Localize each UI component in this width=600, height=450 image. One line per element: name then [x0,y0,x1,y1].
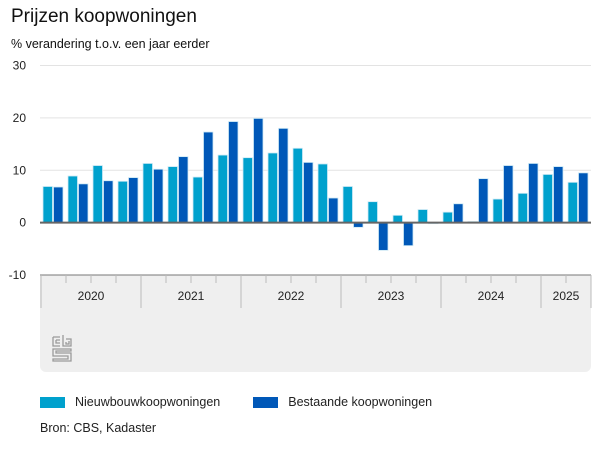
bar-bestaand [228,121,239,224]
legend-item-bestaand: Bestaande koopwoningen [253,395,432,409]
x-tick-label: 2025 [553,289,580,303]
bar-nieuwbouw [367,201,378,224]
bar-nieuwbouw [242,157,253,224]
bar-bestaand [478,178,489,224]
bar-bestaand [178,156,189,224]
y-tick-label: 0 [19,216,26,230]
bar-nieuwbouw [192,176,203,224]
bar-bestaand [103,180,114,224]
y-tick-label: 20 [13,111,27,125]
legend-swatch-nieuwbouw [40,396,65,408]
legend-label-nieuwbouw: Nieuwbouwkoopwoningen [75,395,221,409]
source-note: Bron: CBS, Kadaster [40,421,157,435]
bar-nieuwbouw [567,181,578,224]
cbs-logo-icon [52,335,72,362]
y-axis-ticks: 30 20 10 0 -10 [9,59,27,283]
bar-bestaand [328,197,339,224]
bar-bestaand [128,177,139,224]
x-tick-label: 2021 [178,289,205,303]
legend-item-nieuwbouw: Nieuwbouwkoopwoningen [40,395,220,409]
bar-bestaand [53,186,64,224]
x-tick-label: 2023 [378,289,405,303]
bar-nieuwbouw [492,198,503,224]
legend-label-bestaand: Bestaande koopwoningen [288,395,433,409]
bar-nieuwbouw [442,211,453,224]
bar-bestaand [403,222,414,247]
bar-nieuwbouw [67,175,78,224]
bar-bestaand [153,168,164,224]
bar-nieuwbouw [92,165,103,224]
bar-bestaand [278,127,289,224]
x-tick-label: 2024 [478,289,505,303]
bars [42,117,589,251]
chart-title: Prijzen koopwoningen [11,6,197,27]
bar-nieuwbouw [142,163,153,224]
bar-nieuwbouw [417,209,428,224]
bar-bestaand [503,165,514,224]
bar-bestaand [253,117,264,224]
bar-nieuwbouw [542,174,553,224]
bar-nieuwbouw [267,152,278,224]
bar-nieuwbouw [342,186,353,224]
y-tick-label: -10 [9,268,27,282]
bar-bestaand [578,172,589,224]
bar-bestaand [378,222,389,251]
bar-nieuwbouw [217,154,228,224]
gridlines [40,65,591,171]
bar-bestaand [303,161,314,224]
bar-bestaand [78,183,89,224]
bar-nieuwbouw [392,214,403,224]
bar-nieuwbouw [517,192,528,224]
bar-bestaand [203,131,214,224]
x-axis-panel [40,275,591,372]
x-tick-label: 2022 [278,289,305,303]
bar-nieuwbouw [42,186,53,224]
chart-subtitle: % verandering t.o.v. een jaar eerder [11,37,210,51]
bar-nieuwbouw [117,180,128,224]
bar-nieuwbouw [317,163,328,224]
y-tick-label: 10 [13,163,27,177]
x-axis: 2020 2021 2022 2023 2024 2025 [40,221,592,308]
bar-bestaand [553,166,564,224]
x-tick-label: 2020 [78,289,105,303]
bar-bestaand [453,203,464,224]
y-tick-label: 30 [13,59,27,73]
bar-nieuwbouw [292,147,303,224]
legend-swatch-bestaand [253,396,279,408]
legend: Nieuwbouwkoopwoningen Bestaande koopwoni… [40,395,459,409]
bar-nieuwbouw [167,166,178,224]
bar-bestaand [528,163,539,224]
